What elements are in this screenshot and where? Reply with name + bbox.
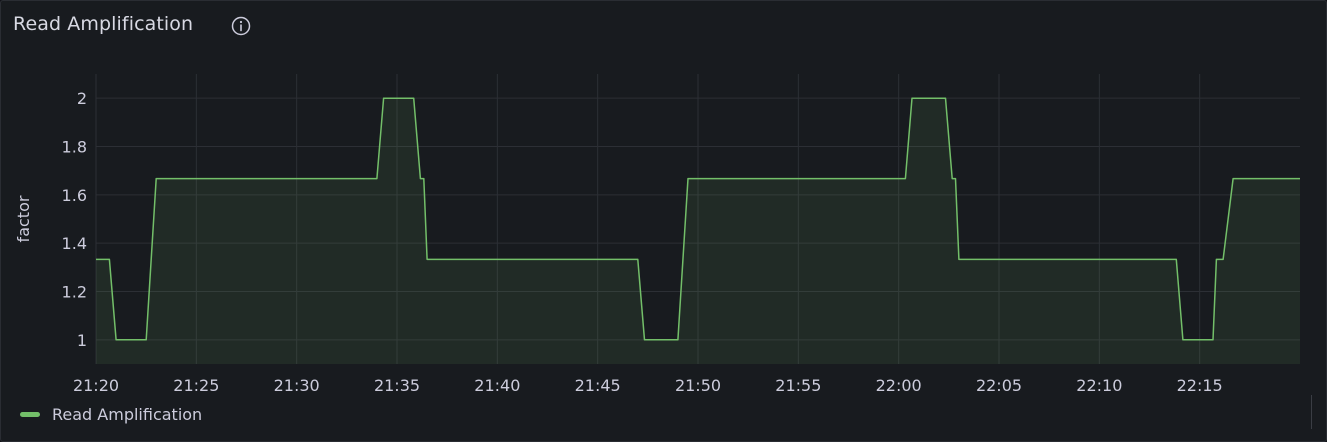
x-tick-label: 21:35 [374,376,420,395]
x-tick-label: 21:20 [73,376,119,395]
y-tick-label: 1.6 [62,186,87,205]
x-tick-label: 22:05 [976,376,1022,395]
y-tick-label: 1 [77,331,87,350]
y-tick-label: 2 [77,89,87,108]
x-tick-label: 21:30 [274,376,320,395]
legend[interactable]: Read Amplification [20,405,202,424]
x-tick-label: 21:25 [173,376,219,395]
y-tick-label: 1.8 [62,138,87,157]
x-tick-label: 21:50 [675,376,721,395]
info-circle-icon[interactable] [231,16,251,36]
legend-label: Read Amplification [52,405,203,424]
y-tick-label: 1.2 [62,283,87,302]
x-tick-label: 21:55 [775,376,821,395]
panel-title[interactable]: Read Amplification [13,13,194,35]
x-tick-label: 21:40 [474,376,520,395]
x-tick-label: 22:15 [1177,376,1223,395]
x-tick-label: 21:45 [575,376,621,395]
resize-handle[interactable] [1311,395,1312,429]
legend-swatch [20,412,40,417]
x-tick-label: 22:00 [876,376,922,395]
x-tick-label: 22:10 [1076,376,1122,395]
y-axis-label: factor [14,195,33,242]
y-tick-label: 1.4 [62,234,87,253]
series-area [96,98,1300,364]
series-line [96,97,1300,341]
line-chart: 1 1.2 1.4 1.6 1.8 2 21:20 21:25 21:30 21:35 21:40 2… [14,74,1300,395]
